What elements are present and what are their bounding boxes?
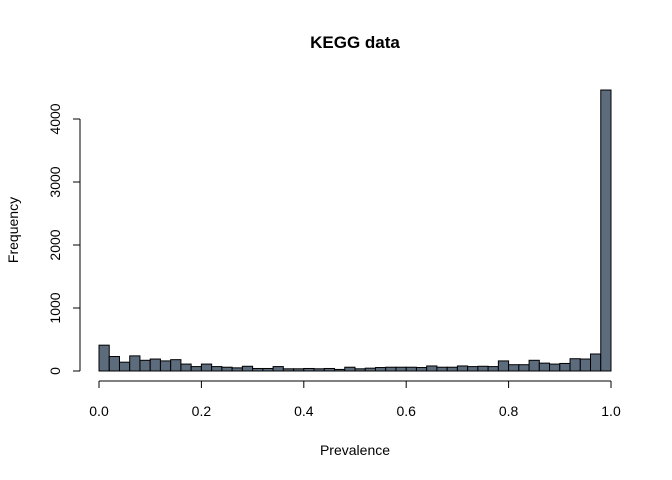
histogram-bar [252, 367, 264, 372]
histogram-bar [415, 367, 428, 372]
y-tick-label: 2000 [47, 229, 63, 260]
histogram-bar [180, 363, 192, 372]
histogram-bar [518, 364, 530, 372]
histogram-bar [497, 360, 510, 372]
x-tick-label: 0.4 [294, 403, 314, 419]
y-axis-label: Frequency [5, 197, 21, 263]
histogram-bar [159, 360, 172, 372]
histogram-bar [508, 364, 520, 372]
histogram-bar [467, 366, 479, 372]
histogram-bar [364, 367, 376, 372]
x-axis: 0.0 0.2 0.4 0.6 0.8 1.0 [89, 380, 621, 419]
histogram-bar [385, 366, 397, 372]
histogram-bar [108, 356, 120, 372]
histogram-bar [241, 365, 254, 372]
x-tick-label: 0.6 [396, 403, 416, 419]
histogram-bar [395, 366, 407, 372]
y-axis: 0 1000 2000 3000 4000 [47, 103, 81, 375]
histogram-bar [118, 361, 131, 372]
histogram-bar [211, 366, 223, 372]
histogram-bar [600, 89, 612, 372]
histogram-bar [149, 358, 161, 372]
histogram-bar [405, 366, 417, 372]
histogram-bar [313, 368, 325, 372]
y-tick-label: 1000 [47, 292, 63, 323]
histogram-bar [170, 359, 182, 372]
histogram-bar [374, 367, 387, 372]
histogram-bar [487, 366, 499, 372]
histogram-bar [538, 362, 551, 372]
histogram-bar [303, 367, 315, 372]
histogram-bar [190, 366, 202, 372]
histogram-bar [344, 366, 356, 372]
histogram-bar [477, 365, 489, 372]
bars-group [98, 89, 612, 372]
histogram-bar [323, 367, 336, 372]
histogram-bar [139, 359, 151, 372]
x-tick-label: 1.0 [601, 403, 621, 419]
histogram-bar [549, 363, 561, 372]
y-tick-label: 0 [47, 367, 63, 375]
histogram-bar [334, 368, 346, 372]
histogram-bar [528, 359, 540, 372]
histogram-bar [129, 355, 141, 372]
histogram-bar [446, 366, 458, 372]
histogram-bar [200, 363, 213, 372]
histogram-bar [426, 365, 438, 372]
y-tick-label: 4000 [47, 103, 63, 134]
histogram-bar [231, 367, 243, 372]
histogram-bar [436, 366, 448, 372]
histogram-bar [354, 368, 366, 372]
histogram-bar [579, 358, 592, 372]
x-tick-label: 0.8 [499, 403, 519, 419]
histogram-bar [293, 368, 305, 372]
histogram-bar [221, 366, 233, 372]
histogram-bar [262, 367, 274, 372]
x-tick-label: 0.0 [89, 403, 109, 419]
histogram-bar [590, 353, 602, 372]
chart-title: KEGG data [310, 33, 400, 52]
histogram-bar [456, 365, 469, 372]
y-tick-label: 3000 [47, 166, 63, 197]
histogram-bar [282, 368, 295, 372]
histogram-bar [569, 358, 581, 372]
histogram-bar [559, 362, 571, 372]
histogram-bar [98, 344, 110, 372]
x-tick-label: 0.2 [192, 403, 212, 419]
x-axis-label: Prevalence [320, 442, 390, 458]
histogram-bar [272, 366, 284, 372]
